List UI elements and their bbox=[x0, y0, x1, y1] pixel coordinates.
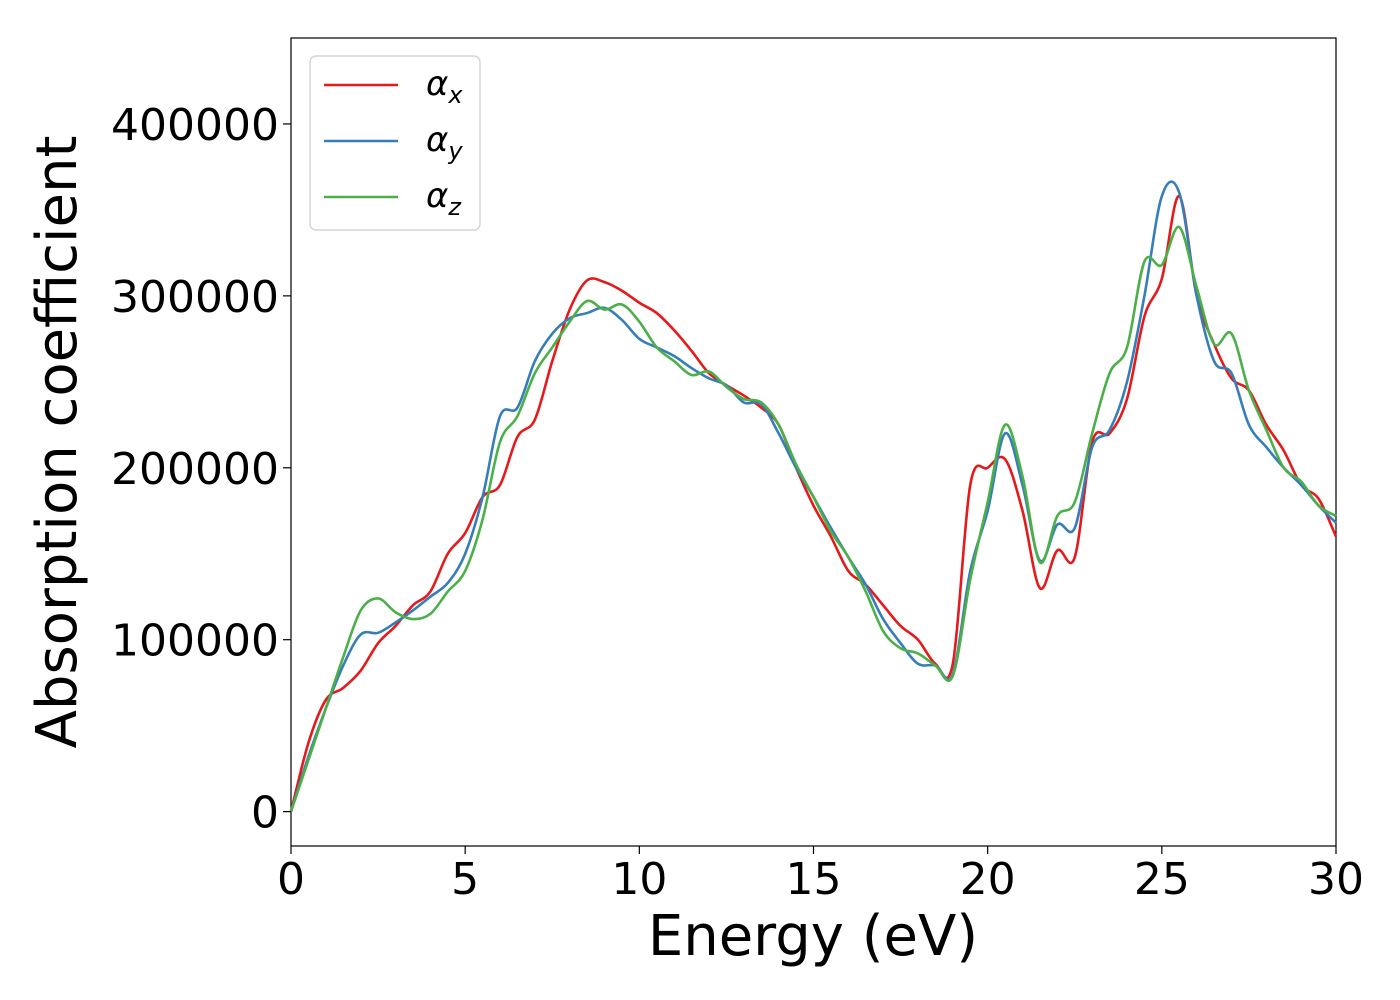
y-tick-label: 200000 bbox=[111, 444, 279, 495]
series-line-z bbox=[289, 225, 1337, 813]
y-axis-title: Absorption coefficient bbox=[25, 136, 90, 749]
x-tick-label: 15 bbox=[786, 854, 842, 905]
y-axis-ticks: 0 100000 200000 300000 400000 bbox=[111, 100, 291, 839]
x-tick-label: 30 bbox=[1308, 854, 1364, 905]
y-tick-label: 0 bbox=[251, 788, 279, 839]
legend-box bbox=[309, 55, 481, 231]
x-tick-label: 10 bbox=[611, 854, 667, 905]
x-tick-label: 25 bbox=[1134, 854, 1190, 905]
series-line-x bbox=[289, 194, 1338, 812]
x-tick-label: 20 bbox=[960, 854, 1016, 905]
y-tick-label: 300000 bbox=[111, 272, 279, 323]
y-tick-label: 400000 bbox=[111, 100, 279, 151]
legend-label-x: αx bbox=[426, 64, 463, 109]
series-line-y bbox=[289, 180, 1337, 813]
legend: αx αy αz bbox=[309, 55, 481, 231]
series-layer bbox=[289, 180, 1338, 813]
x-tick-label: 0 bbox=[277, 854, 305, 905]
legend-label-y: αy bbox=[426, 120, 463, 165]
x-axis-ticks: 0 5 10 15 20 25 30 bbox=[277, 846, 1364, 905]
x-tick-label: 5 bbox=[451, 854, 479, 905]
x-axis-title: Energy (eV) bbox=[648, 904, 978, 969]
y-tick-label: 100000 bbox=[111, 616, 279, 667]
legend-items: αx αy αz bbox=[324, 64, 463, 221]
legend-label-z: αz bbox=[426, 176, 462, 221]
